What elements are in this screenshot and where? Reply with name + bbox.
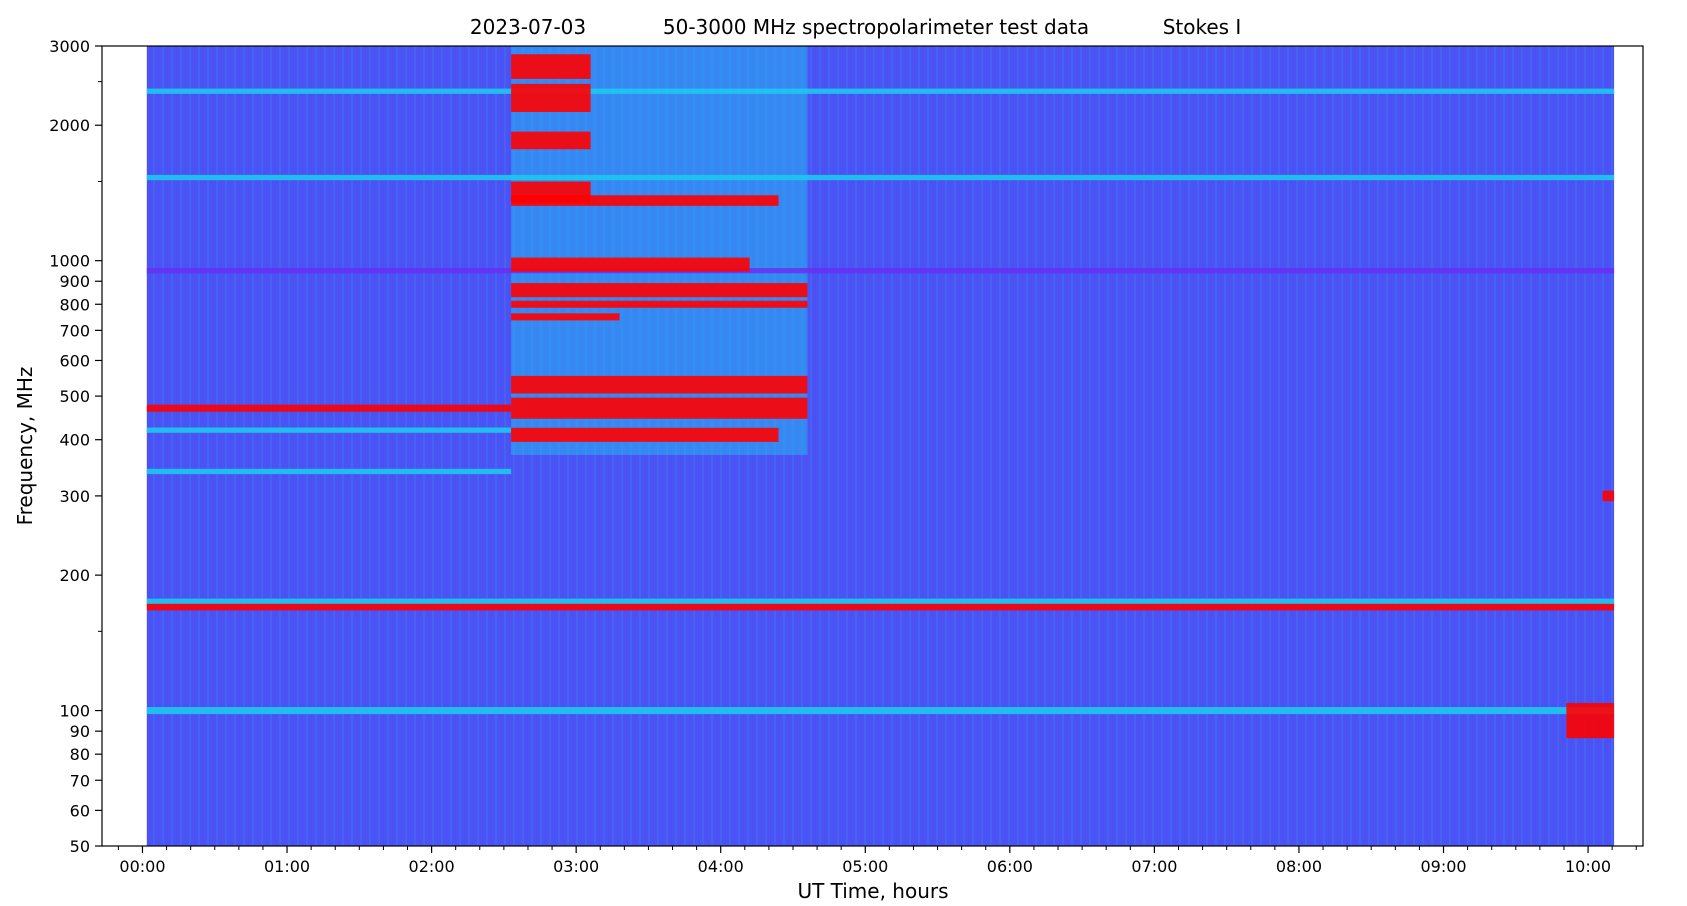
y-tick-label: 900	[59, 272, 90, 291]
emission-band-3	[146, 268, 1615, 274]
y-tick-label: 90	[70, 722, 90, 741]
y-tick-label: 200	[59, 566, 90, 585]
spectrogram-texture	[146, 46, 1615, 846]
emission-band-5	[146, 404, 512, 412]
emission-band-14	[511, 195, 779, 206]
y-tick-label: 800	[59, 295, 90, 314]
x-tick-label: 04:00	[698, 857, 744, 876]
y-tick-label: 2000	[49, 116, 90, 135]
x-tick-label: 10:00	[1565, 857, 1611, 876]
y-tick-label: 70	[70, 771, 90, 790]
y-tick-label: 3000	[49, 37, 90, 56]
y-tick-label: 100	[59, 702, 90, 721]
x-tick-label: 03:00	[553, 857, 599, 876]
emission-band-21	[1566, 702, 1615, 739]
emission-band-8	[146, 707, 1615, 715]
emission-band-20	[511, 313, 620, 321]
emission-band-17	[511, 54, 591, 79]
emission-band-16	[511, 83, 591, 112]
emission-band-6	[146, 427, 512, 433]
x-tick-label: 08:00	[1276, 857, 1322, 876]
x-axis-ticks: 00:00 01:00 02:00 03:00 04:00 05:00 06:00 07:00…	[117, 846, 1637, 876]
emission-band-0	[146, 603, 1615, 611]
y-tick-label: 300	[59, 487, 90, 506]
plot-frame	[101, 45, 1644, 847]
emission-band-2	[146, 174, 1615, 181]
x-tick-label: 06:00	[987, 857, 1033, 876]
y-tick-label: 1000	[49, 252, 90, 271]
x-tick-label: 01:00	[264, 857, 310, 876]
y-tick-label: 500	[59, 387, 90, 406]
y-tick-label: 60	[70, 801, 90, 820]
title-stokes: Stokes I	[1163, 15, 1242, 39]
emission-band-18	[511, 131, 591, 150]
emission-band-12	[511, 427, 779, 442]
y-tick-label: 50	[70, 837, 90, 856]
x-tick-label: 02:00	[409, 857, 455, 876]
x-tick-label: 00:00	[119, 857, 165, 876]
title-date: 2023-07-03	[470, 15, 586, 39]
emission-band-15	[511, 181, 591, 203]
emission-band-13	[511, 257, 750, 272]
emission-band-9	[511, 397, 808, 419]
x-tick-label: 09:00	[1420, 857, 1466, 876]
y-axis-label: Frequency, MHz	[13, 367, 37, 526]
y-tick-label: 700	[59, 321, 90, 340]
title-name: 50-3000 MHz spectropolarimeter test data	[663, 15, 1089, 39]
emission-band-11	[511, 283, 808, 298]
x-tick-label: 07:00	[1131, 857, 1177, 876]
y-tick-label: 80	[70, 745, 90, 764]
x-axis-label: UT Time, hours	[797, 879, 948, 903]
y-tick-label: 600	[59, 351, 90, 370]
x-tick-label: 05:00	[842, 857, 888, 876]
emission-band-19	[511, 300, 808, 308]
emission-band-10	[511, 375, 808, 394]
y-tick-label: 400	[59, 431, 90, 450]
emission-band-1	[146, 598, 1615, 604]
plot-area	[146, 46, 1615, 846]
emission-band-4	[146, 88, 1615, 94]
emission-band-7	[146, 468, 512, 475]
emission-band-22	[1602, 490, 1615, 502]
